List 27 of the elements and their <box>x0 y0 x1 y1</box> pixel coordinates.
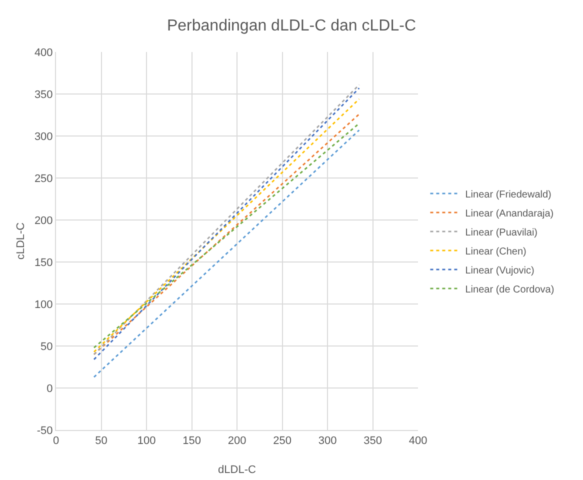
legend-label: Linear (de Cordova) <box>465 284 554 296</box>
x-tick-label: 300 <box>318 435 337 448</box>
x-tick-label: 250 <box>273 435 292 448</box>
x-tick-label: 400 <box>408 435 428 448</box>
y-tick-label: 300 <box>34 130 53 143</box>
y-tick-label: 50 <box>40 340 53 353</box>
x-axis-title: dLDL-C <box>218 464 256 476</box>
y-tick-label: 250 <box>34 172 53 185</box>
legend-label: Linear (Anandaraja) <box>465 208 554 220</box>
x-tick-label: 200 <box>228 435 246 448</box>
legend-label: Linear (Friedewald) <box>465 189 552 200</box>
chart-title: Perbandingan dLDL-C dan cLDL-C <box>166 17 416 34</box>
y-tick-label: 350 <box>34 88 53 101</box>
y-tick-label: 150 <box>34 256 53 269</box>
x-tick-label: 350 <box>364 435 382 448</box>
y-tick-label: 400 <box>34 46 53 59</box>
y-tick-label: 200 <box>34 214 53 227</box>
legend-label: Linear (Chen) <box>465 246 526 258</box>
legend-label: Linear (Vujovic) <box>465 265 534 276</box>
x-tick-label: 100 <box>137 435 156 448</box>
y-tick-label: -50 <box>36 424 53 437</box>
y-axis-title: cLDL-C <box>15 222 27 260</box>
x-tick-label: 150 <box>182 435 201 448</box>
legend-label: Linear (Puavilai) <box>465 227 538 238</box>
y-tick-label: 100 <box>34 298 53 311</box>
x-tick-label: 50 <box>95 435 108 448</box>
y-tick-label: 0 <box>46 382 53 395</box>
